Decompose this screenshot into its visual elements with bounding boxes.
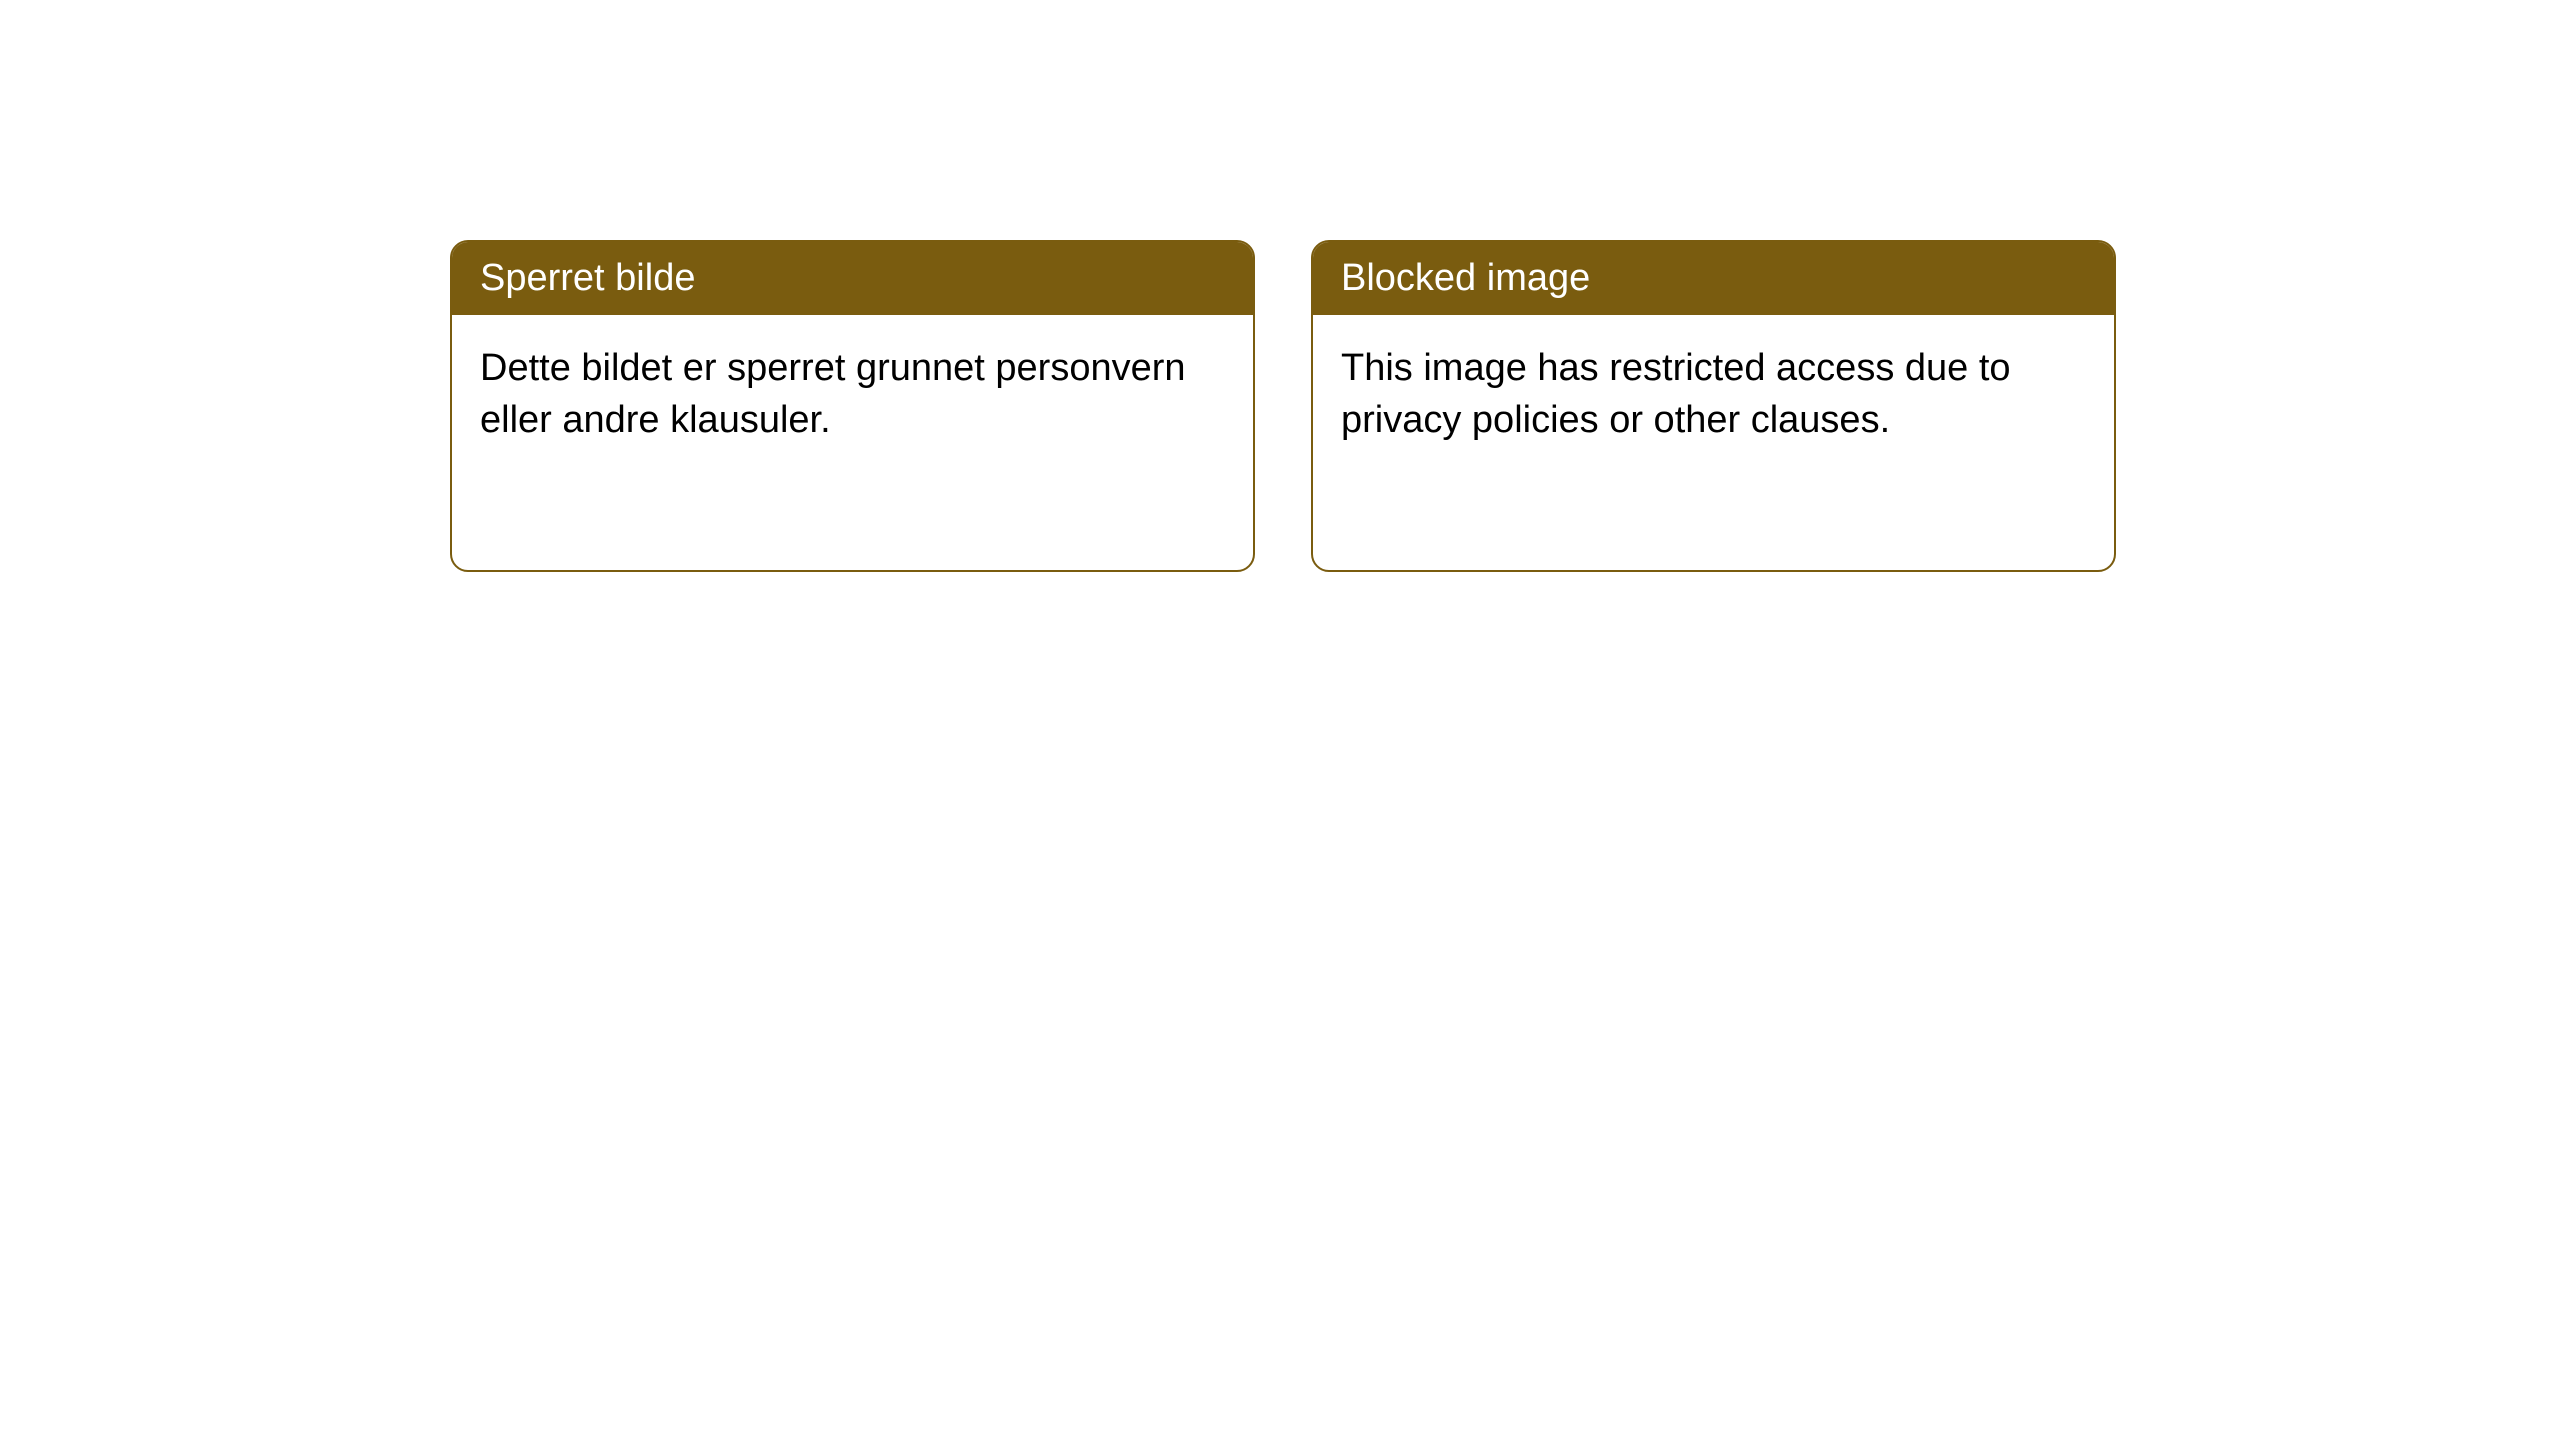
notice-box-english: Blocked image This image has restricted … (1311, 240, 2116, 572)
notice-header-norwegian: Sperret bilde (452, 242, 1253, 315)
notice-box-norwegian: Sperret bilde Dette bildet er sperret gr… (450, 240, 1255, 572)
notice-body-norwegian: Dette bildet er sperret grunnet personve… (452, 315, 1253, 474)
notice-container: Sperret bilde Dette bildet er sperret gr… (0, 0, 2560, 572)
notice-header-english: Blocked image (1313, 242, 2114, 315)
notice-body-english: This image has restricted access due to … (1313, 315, 2114, 474)
